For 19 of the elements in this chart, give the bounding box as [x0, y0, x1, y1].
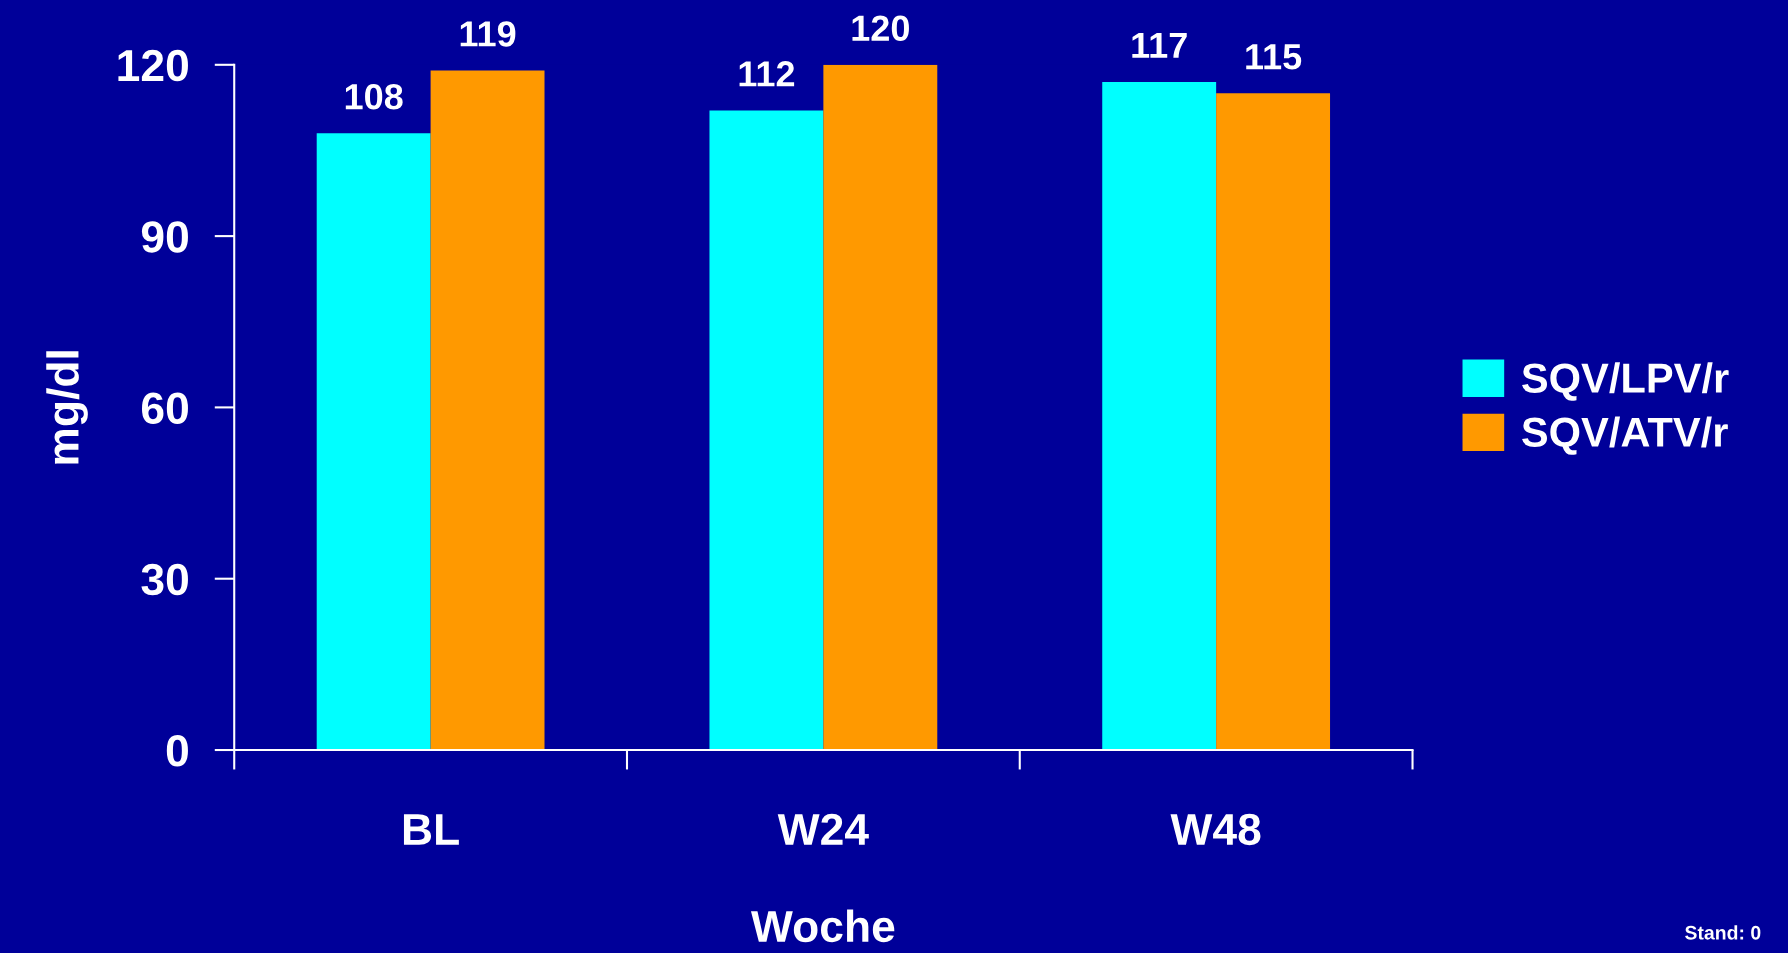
- y-tick-label: 60: [141, 392, 188, 424]
- x-axis-title: Woche: [750, 909, 895, 943]
- text: Stand: 0: [1685, 925, 1761, 940]
- y-tick-label: 120: [118, 49, 188, 82]
- legend-label: SQV/ATV/r: [1522, 416, 1728, 455]
- data-label: 119: [460, 21, 516, 47]
- x-tick-label: W48: [1170, 813, 1261, 846]
- y-tick-label: 0: [166, 735, 188, 767]
- y-tick-label: 90: [141, 221, 188, 253]
- y-axis-title: mg/dl: [46, 351, 88, 464]
- data-label: 120: [852, 15, 909, 41]
- data-label: 108: [345, 83, 403, 110]
- data-label: 117: [1132, 32, 1187, 58]
- x-tick-label: W24: [777, 813, 869, 845]
- data-label: 115: [1246, 44, 1302, 70]
- y-tick-label: 30: [141, 563, 188, 596]
- x-tick-label: BL: [403, 814, 459, 845]
- data-label: 112: [739, 61, 795, 87]
- legend-label: SQV/LPV/r: [1522, 362, 1729, 401]
